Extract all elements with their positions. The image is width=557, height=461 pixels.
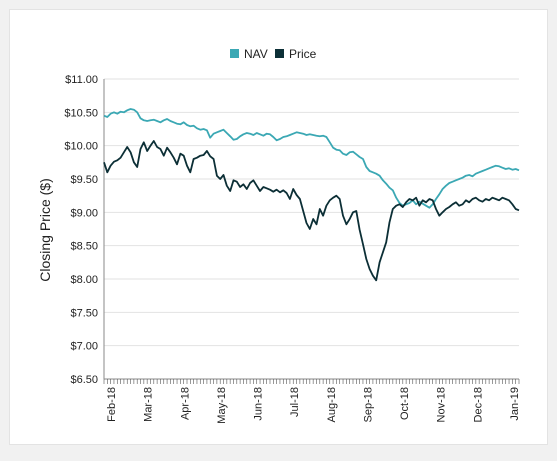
legend-swatch-nav: [230, 49, 239, 58]
y-tick-label: $10.50: [64, 107, 98, 119]
x-tick-label: Oct-18: [399, 387, 411, 420]
y-tick-label: $7.00: [70, 341, 98, 353]
y-tick-label: $11.00: [65, 74, 98, 86]
x-tick-label: Sep-18: [362, 387, 374, 422]
chart-card: [9, 9, 548, 445]
x-tick-label: Mar-18: [143, 387, 155, 422]
x-tick-label: Jun-18: [253, 387, 265, 421]
series-line-price: [103, 140, 520, 282]
x-tick-label: Aug-18: [326, 387, 338, 422]
y-tick-label: $9.00: [70, 207, 98, 219]
y-tick-label: $8.00: [70, 274, 98, 286]
y-tick-label: $9.50: [70, 174, 98, 186]
y-axis-label: Closing Price ($): [37, 178, 53, 281]
y-tick-label: $10.00: [64, 141, 98, 153]
gridlines: [103, 78, 519, 380]
series-line-nav: [103, 108, 520, 209]
legend: NAV Price: [230, 47, 317, 61]
y-tick-label: $7.50: [70, 307, 98, 319]
series-lines: [103, 108, 520, 282]
legend-swatch-price: [275, 49, 284, 58]
legend-label-price: Price: [289, 47, 317, 61]
x-tick-label: Jan-19: [509, 387, 521, 421]
y-tick-label: $8.50: [70, 241, 98, 253]
x-tick-label: Feb-18: [106, 387, 118, 422]
x-axis-ticks: Feb-18 Mar-18 Apr-18 May-18 Jun-18 Jul-18 Aug-…: [103, 379, 521, 424]
legend-label-nav: NAV: [244, 47, 268, 61]
x-tick-label: May-18: [216, 387, 228, 424]
y-axis-ticks: $6.50 $7.00 $7.50 $8.00 $8.50 $9.00 $9.50 $10.0…: [64, 74, 98, 386]
x-tick-label: Jul-18: [289, 387, 301, 417]
x-tick-label: Dec-18: [472, 387, 484, 422]
x-tick-label: Nov-18: [436, 387, 448, 422]
x-tick-label: Apr-18: [179, 387, 191, 420]
y-tick-label: $6.50: [70, 374, 98, 386]
